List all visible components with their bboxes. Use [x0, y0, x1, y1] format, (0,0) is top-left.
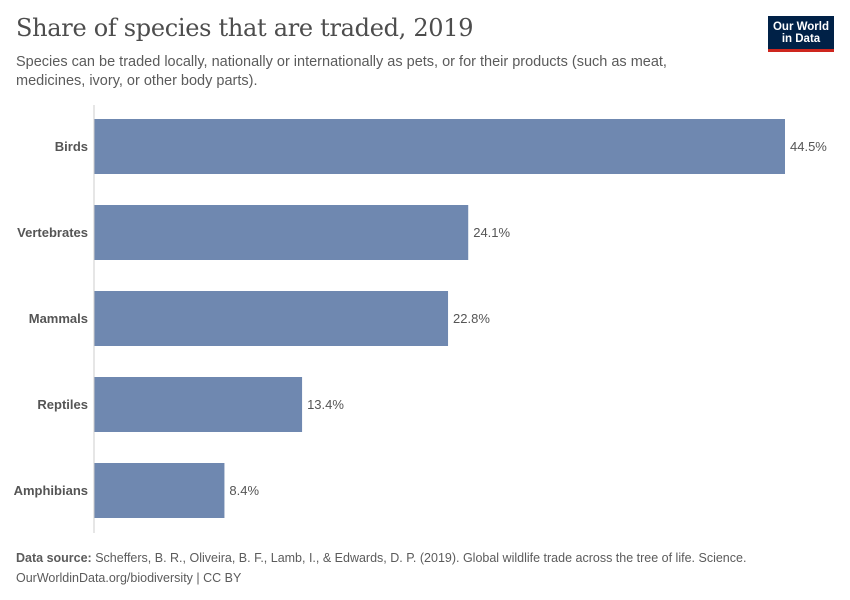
- source-label: Data source:: [16, 551, 92, 565]
- category-label-birds: Birds: [55, 139, 88, 154]
- category-label-mammals: Mammals: [29, 311, 88, 326]
- value-label-mammals: 22.8%: [453, 311, 490, 326]
- value-label-birds: 44.5%: [790, 139, 827, 154]
- category-label-vertebrates: Vertebrates: [17, 225, 88, 240]
- credit-link[interactable]: OurWorldinData.org/biodiversity | CC BY: [16, 571, 242, 585]
- bar-birds[interactable]: [94, 119, 785, 174]
- chart-subtitle: Species can be traded locally, nationall…: [16, 54, 667, 89]
- category-label-amphibians: Amphibians: [14, 483, 88, 498]
- bar-reptiles[interactable]: [94, 377, 303, 432]
- value-label-reptiles: 13.4%: [307, 397, 344, 412]
- logo-line-2: in Data: [781, 33, 821, 45]
- data-source: Data source: Scheffers, B. R., Oliveira,…: [16, 548, 746, 568]
- logo-line-1: Our World: [772, 21, 829, 33]
- category-label-reptiles: Reptiles: [37, 397, 88, 412]
- value-label-amphibians: 8.4%: [229, 483, 259, 498]
- bar-mammals[interactable]: [94, 291, 449, 346]
- source-text: Scheffers, B. R., Oliveira, B. F., Lamb,…: [95, 551, 747, 565]
- bar-vertebrates[interactable]: [94, 205, 469, 260]
- bar-chart: Birds 44.5% Vertebrates 24.1% Mammals 22.8% Re…: [14, 105, 827, 533]
- footer: Data source: Scheffers, B. R., Oliveira,…: [16, 548, 746, 588]
- chart-title: Share of species that are traded, 2019: [16, 14, 474, 42]
- value-label-vertebrates: 24.1%: [473, 225, 510, 240]
- bar-amphibians[interactable]: [94, 463, 225, 518]
- owid-logo[interactable]: Our World in Data: [768, 16, 834, 52]
